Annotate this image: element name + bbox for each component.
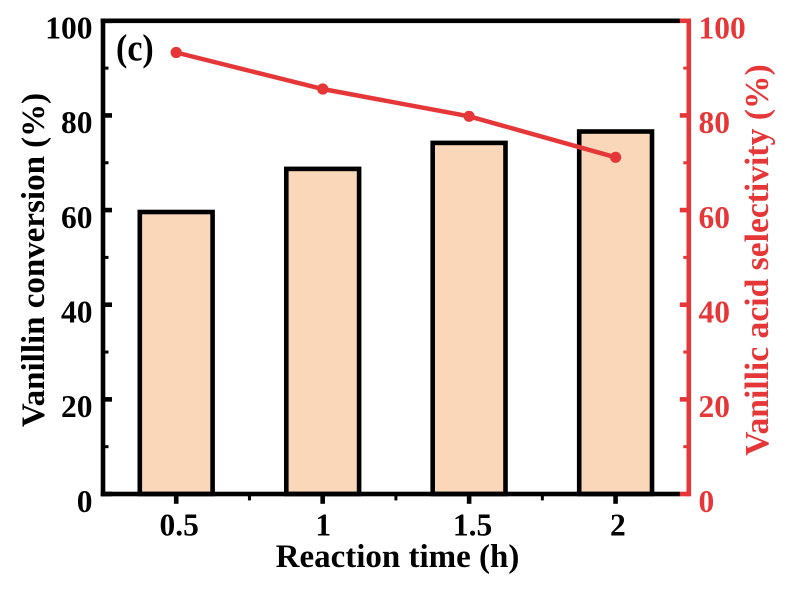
svg-text:1.5: 1.5 — [453, 507, 492, 542]
svg-text:2: 2 — [610, 507, 626, 542]
svg-text:0: 0 — [699, 484, 715, 519]
svg-text:Vanillin conversion (%): Vanillin conversion (%) — [16, 93, 52, 427]
svg-text:1: 1 — [315, 507, 331, 542]
svg-text:60: 60 — [61, 200, 93, 235]
svg-text:100: 100 — [45, 11, 92, 46]
svg-text:(c): (c) — [116, 27, 154, 69]
svg-text:0.5: 0.5 — [160, 507, 199, 542]
svg-text:60: 60 — [699, 200, 731, 235]
svg-text:20: 20 — [61, 389, 93, 424]
svg-text:Vanillic acid selectivity (%): Vanillic acid selectivity (%) — [739, 64, 776, 455]
svg-text:40: 40 — [61, 295, 93, 330]
svg-text:40: 40 — [699, 295, 731, 330]
svg-text:80: 80 — [61, 105, 93, 140]
svg-text:80: 80 — [699, 105, 731, 140]
svg-text:Reaction time (h): Reaction time (h) — [276, 539, 520, 575]
svg-text:0: 0 — [77, 484, 93, 519]
svg-text:20: 20 — [699, 389, 731, 424]
svg-text:100: 100 — [699, 11, 746, 46]
